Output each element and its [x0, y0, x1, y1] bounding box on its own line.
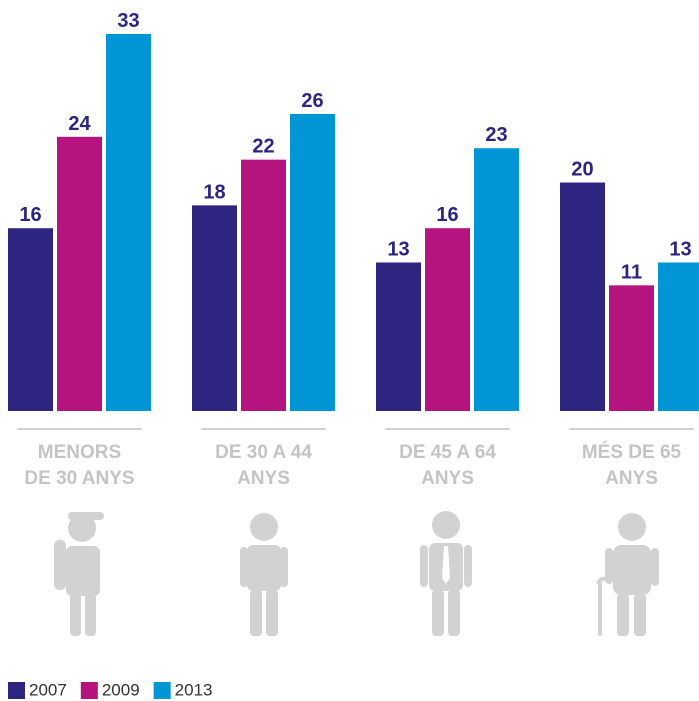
value-label: 22: [252, 136, 274, 158]
value-label: 33: [117, 10, 139, 32]
category-label: DE 45 A 64 ANYS: [399, 442, 496, 489]
value-label: 11: [621, 261, 642, 283]
legend-label: 2013: [175, 680, 213, 699]
value-label: 13: [669, 238, 691, 260]
icon-adult: [240, 513, 288, 636]
category-label: MENORS DE 30 ANYS: [24, 442, 135, 489]
legend-swatch: [153, 682, 171, 699]
bar: [474, 148, 519, 411]
legend-label: 2009: [102, 680, 140, 699]
icon-young: [54, 512, 104, 636]
value-label: 24: [68, 113, 91, 135]
value-label: 16: [436, 204, 458, 226]
bar: [290, 113, 335, 411]
bar: [8, 228, 53, 411]
icon-elderly: [596, 513, 659, 636]
bar: [609, 285, 654, 411]
value-label: 13: [387, 238, 409, 260]
bar: [560, 182, 605, 411]
value-label: 26: [301, 90, 323, 112]
bar: [658, 262, 699, 411]
value-label: 16: [19, 204, 41, 226]
legend-label: 2007: [29, 680, 67, 699]
bar: [425, 228, 470, 411]
category-label: DE 30 A 44 ANYS: [215, 442, 312, 489]
legend-swatch: [80, 682, 98, 699]
value-label: 18: [203, 181, 225, 203]
bar: [376, 262, 421, 411]
bar: [241, 159, 286, 411]
category-label: MÉS DE 65 ANYS: [581, 442, 682, 489]
legend-swatch: [8, 682, 25, 699]
bar: [106, 34, 151, 411]
icon-middle-aged: [420, 511, 472, 636]
bar: [57, 136, 102, 411]
bar: [192, 205, 237, 411]
value-label: 20: [571, 159, 593, 181]
value-label: 23: [485, 124, 507, 146]
